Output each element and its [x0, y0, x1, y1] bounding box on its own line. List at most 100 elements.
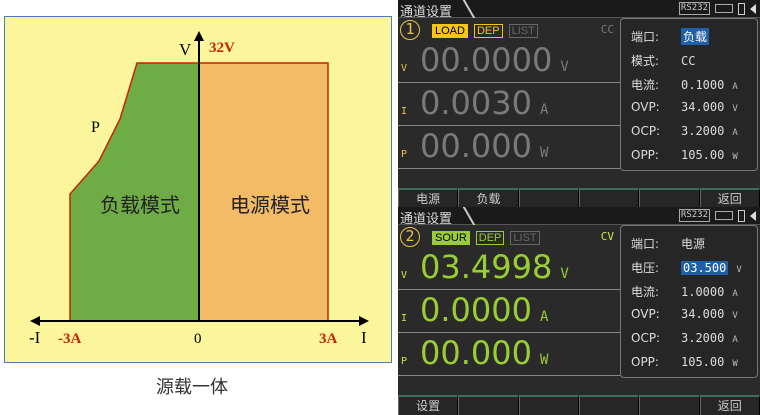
tag-dep: DEP [475, 231, 505, 245]
reading-value: 00.000 [420, 127, 532, 165]
setting-row[interactable]: OCP: 3.2000 A [631, 331, 755, 347]
setting-row[interactable]: 模式: CC [631, 52, 755, 68]
setting-value[interactable]: 03.500 [681, 261, 729, 275]
mode-indicator: CC [600, 23, 614, 36]
source-mode-label: 电源模式 [230, 193, 310, 217]
reading-value: 00.0000 [420, 41, 553, 79]
i-min-label: -3A [58, 331, 82, 347]
status-icons: RS232 [678, 2, 756, 15]
setting-key: OVP: [631, 100, 660, 114]
softkey-1[interactable]: 设置 [398, 395, 459, 415]
softkey-6[interactable]: 返回 [699, 188, 760, 208]
channel-row: 2 SOUR DEP LIST CV [398, 225, 620, 247]
setting-value[interactable]: CC [681, 54, 696, 68]
tag-load: LOAD [432, 24, 468, 38]
setting-row[interactable]: 电流: 1.0000 A [631, 283, 755, 299]
softkey-4[interactable] [578, 188, 640, 208]
setting-key: 端口: [631, 237, 660, 251]
setting-key: OPP: [631, 355, 659, 369]
softkey-bar: 设置 返回 [398, 395, 760, 415]
setting-row[interactable]: 电流: 0.1000 A [631, 76, 755, 92]
reading-unit: A [539, 309, 549, 325]
setting-key: OCP: [631, 331, 661, 345]
i-max-label: 3A [319, 331, 338, 347]
setting-unit: V [732, 104, 738, 114]
tag-list: LIST [510, 231, 540, 245]
setting-unit: A [732, 82, 738, 92]
channel-2-screen: 通道设置 RS232 2 SOUR DEP LIST CV V 03.4998 V I… [398, 207, 760, 415]
reading-p: P 00.000 W [398, 333, 620, 376]
channel-1-screen: 通道设置 RS232 1 LOAD DEP LIST CC V 00.0000 V I… [398, 0, 760, 208]
screen-title: 通道设置 [400, 212, 453, 227]
reading-value: 00.000 [420, 334, 532, 372]
tag-dep: DEP [473, 24, 503, 38]
setting-row[interactable]: 端口: 电源 [631, 235, 755, 251]
setting-value[interactable]: 105.00 [681, 148, 725, 162]
v-axis-label: V [179, 40, 192, 59]
softkey-bar: 电源 负载 返回 [398, 188, 760, 208]
setting-value[interactable]: 3.2000 [681, 331, 725, 345]
setting-value[interactable]: 105.00 [681, 355, 725, 369]
setting-value[interactable]: 电源 [681, 237, 706, 251]
setting-value[interactable]: 1.0000 [681, 285, 725, 299]
softkey-2[interactable] [458, 395, 519, 415]
setting-unit: W [732, 152, 738, 162]
setting-value[interactable]: 0.1000 [681, 78, 725, 92]
origin-label: 0 [194, 331, 202, 347]
v-max-label: 32V [209, 40, 235, 56]
softkey-3[interactable] [518, 188, 579, 208]
softkey-4[interactable] [578, 395, 640, 415]
title-bar: 通道设置 RS232 [398, 207, 760, 227]
settings-box: 端口: 负载 模式: CC 电流: 0.1000 A OVP: 34.000 V… [620, 18, 758, 171]
reading-unit: V [560, 59, 569, 75]
reading-i: I 0.0030 A [398, 83, 620, 126]
softkey-5[interactable] [639, 188, 700, 208]
channel-number: 2 [400, 227, 420, 247]
setting-value[interactable]: 3.2000 [681, 124, 725, 138]
setting-row[interactable]: 端口: 负载 [631, 28, 755, 45]
softkey-3[interactable] [518, 395, 579, 415]
setting-value[interactable]: 34.000 [681, 307, 725, 321]
rs232-icon: RS232 [678, 2, 710, 15]
reading-i: I 0.0000 A [398, 290, 620, 333]
setting-key: 端口: [631, 30, 660, 44]
setting-row[interactable]: OPP: 105.00 W [631, 148, 755, 164]
speaker-icon [750, 3, 756, 14]
speaker-icon [750, 210, 756, 221]
screen-title: 通道设置 [400, 5, 453, 20]
setting-row[interactable]: 电压: 03.500 V [631, 259, 755, 275]
reading-label: P [401, 356, 408, 367]
caption: 源载一体 [156, 377, 228, 398]
reading-value: 0.0030 [420, 84, 532, 122]
setting-key: 电流: [631, 78, 660, 92]
setting-value[interactable]: 34.000 [681, 100, 725, 114]
setting-row[interactable]: OCP: 3.2000 A [631, 124, 755, 140]
arrow-right-icon [359, 316, 369, 326]
softkey-6[interactable]: 返回 [699, 395, 760, 415]
setting-row[interactable]: OVP: 34.000 V [631, 307, 755, 323]
usb-icon [738, 2, 745, 15]
setting-row[interactable]: OPP: 105.00 W [631, 355, 755, 371]
setting-unit: A [732, 335, 738, 345]
power-label: P [91, 119, 100, 136]
setting-key: OPP: [631, 148, 659, 162]
reading-label: V [401, 270, 408, 281]
tag-sour: SOUR [432, 231, 470, 245]
softkey-2[interactable]: 负载 [458, 188, 519, 208]
reading-p: P 00.000 W [398, 126, 620, 169]
reading-label: I [401, 313, 408, 324]
title-bar: 通道设置 RS232 [398, 0, 760, 20]
settings-box: 端口: 电源 电压: 03.500 V 电流: 1.0000 A OVP: 34… [620, 225, 758, 378]
reading-unit: W [539, 145, 549, 161]
load-mode-label: 负载模式 [100, 193, 180, 217]
setting-value[interactable]: 负载 [681, 28, 710, 45]
source-load-diagram: V 32V P 负载模式 电源模式 -I -3A 0 3A I 源载一体 [4, 16, 392, 398]
reading-label: V [401, 63, 408, 74]
softkey-5[interactable] [639, 395, 700, 415]
reading-unit: A [539, 102, 549, 118]
tab-edge [460, 207, 478, 225]
rs232-icon: RS232 [678, 209, 710, 222]
usb-icon [738, 209, 745, 222]
softkey-1[interactable]: 电源 [398, 188, 459, 208]
setting-row[interactable]: OVP: 34.000 V [631, 100, 755, 116]
